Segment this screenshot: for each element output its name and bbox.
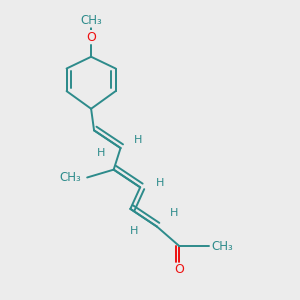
- Text: H: H: [156, 178, 164, 188]
- Text: CH₃: CH₃: [59, 171, 81, 184]
- Text: H: H: [134, 135, 143, 145]
- Text: CH₃: CH₃: [80, 14, 102, 27]
- Text: H: H: [130, 226, 138, 236]
- Text: O: O: [175, 263, 184, 276]
- Text: O: O: [86, 31, 96, 44]
- Text: CH₃: CH₃: [212, 240, 234, 253]
- Text: H: H: [97, 148, 105, 158]
- Text: H: H: [169, 208, 178, 218]
